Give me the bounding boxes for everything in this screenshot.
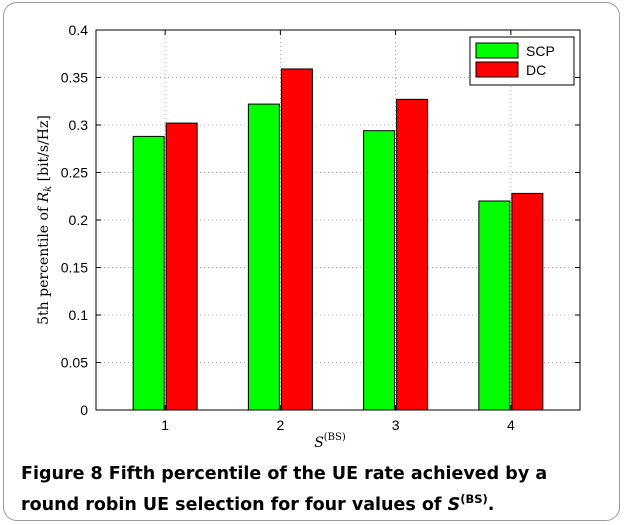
bar-scp-1 — [132, 135, 165, 411]
x-axis-ticks: 1 2 3 4 — [161, 30, 515, 433]
x-tick-label: 1 — [161, 417, 169, 433]
caption-label: Figure 8 — [21, 464, 103, 484]
bar-scp-2 — [247, 103, 280, 411]
bars — [132, 68, 544, 411]
y-axis-label: 5th percentile of Rk [bit/s/Hz] — [36, 115, 54, 325]
y-tick-label: 0 — [80, 402, 88, 418]
legend-label-dc: DC — [526, 62, 546, 78]
legend-swatch-scp — [475, 42, 519, 59]
bar-dc-4 — [511, 192, 544, 411]
caption-end: . — [487, 494, 495, 515]
bar-chart: 0 0.05 0.1 0.15 0.2 0.25 0.3 0.35 0.4 1 2 3 4 5th p… — [36, 22, 581, 451]
legend-label-scp: SCP — [526, 43, 555, 59]
bar-dc-1 — [165, 122, 198, 411]
x-axis-label: S(BS) — [314, 432, 346, 451]
y-tick-label: 0.4 — [69, 22, 89, 38]
y-tick-label: 0.2 — [69, 212, 89, 228]
y-tick-label: 0.15 — [61, 260, 88, 276]
legend-swatch-dc — [475, 61, 519, 78]
x-tick-label: 4 — [507, 417, 515, 433]
bar-dc-3 — [396, 98, 429, 411]
bar-scp-4 — [478, 200, 511, 411]
bar-scp-3 — [363, 130, 396, 411]
x-tick-label: 2 — [276, 417, 284, 433]
y-tick-label: 0.1 — [69, 307, 89, 323]
caption-symbol: S — [447, 494, 461, 515]
y-tick-label: 0.35 — [61, 70, 88, 86]
legend: SCP DC — [469, 36, 575, 86]
caption-text: Fifth percentile of the UE rate achieved… — [21, 464, 548, 515]
bar-dc-2 — [280, 68, 313, 411]
y-tick-label: 0.05 — [61, 355, 88, 371]
y-tick-label: 0.3 — [69, 117, 89, 133]
figure-caption: Figure 8 Fifth percentile of the UE rate… — [21, 462, 611, 518]
y-tick-label: 0.25 — [61, 165, 88, 181]
y-axis-ticks: 0 0.05 0.1 0.15 0.2 0.25 0.3 0.35 0.4 — [61, 22, 580, 418]
caption-superscript: (BS) — [460, 492, 488, 506]
x-tick-label: 3 — [392, 417, 400, 433]
